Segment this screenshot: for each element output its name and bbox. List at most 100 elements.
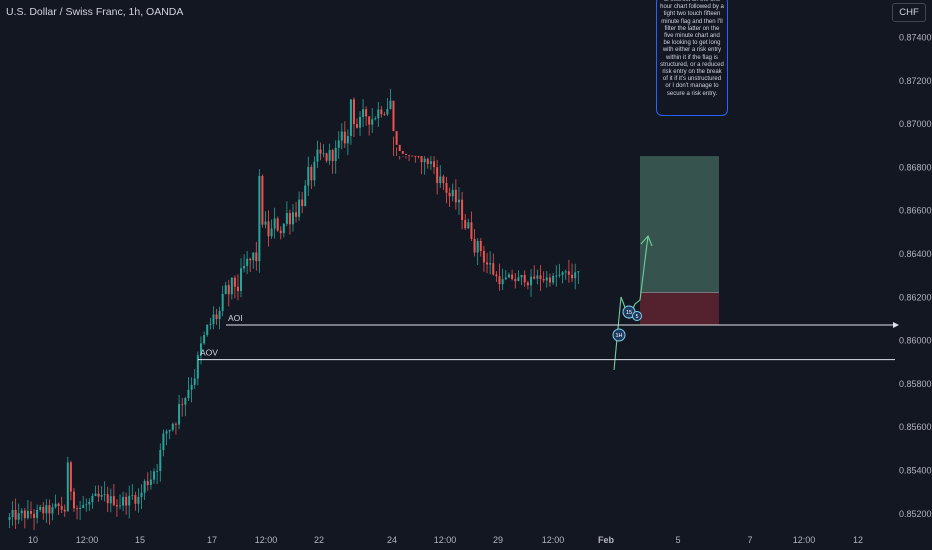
candle xyxy=(540,265,542,291)
candle xyxy=(359,111,361,136)
time-tick-label: 5 xyxy=(675,535,680,545)
time-tick-label: 7 xyxy=(747,535,752,545)
time-tick-label: 12:00 xyxy=(434,535,457,545)
candle xyxy=(246,251,248,274)
candle xyxy=(555,265,557,286)
candle xyxy=(162,429,164,456)
candle xyxy=(144,479,146,500)
candle xyxy=(209,318,211,330)
candle xyxy=(261,174,263,227)
candle xyxy=(449,188,451,207)
candle xyxy=(98,485,100,502)
candles-layer xyxy=(9,89,580,530)
candle xyxy=(73,488,75,512)
markers-layer: 1H 15 5 xyxy=(613,306,642,341)
candle xyxy=(134,492,136,511)
candle xyxy=(313,156,315,186)
candle xyxy=(546,271,548,288)
candle xyxy=(206,324,208,336)
candle xyxy=(159,443,161,481)
candle xyxy=(181,398,183,417)
candle xyxy=(225,282,227,295)
price-tick-label: 0.87400 xyxy=(899,33,932,43)
candle xyxy=(347,130,349,156)
candle xyxy=(104,481,106,501)
candle xyxy=(417,156,419,159)
price-tick-label: 0.86800 xyxy=(899,162,932,172)
candle xyxy=(467,219,469,229)
candle xyxy=(402,151,404,157)
candle xyxy=(264,211,266,228)
candle xyxy=(433,156,435,174)
candle xyxy=(156,464,158,484)
candle xyxy=(187,377,189,401)
candle xyxy=(271,219,273,238)
candle xyxy=(502,269,504,290)
candle xyxy=(219,307,221,329)
candle xyxy=(255,242,257,271)
candle xyxy=(107,487,109,512)
timeframe-marker[interactable]: 5 xyxy=(633,312,642,321)
price-tick-label: 0.86400 xyxy=(899,249,932,259)
candle xyxy=(527,281,529,290)
price-tick-label: 0.85200 xyxy=(899,509,932,519)
candle xyxy=(427,158,429,169)
candle xyxy=(21,508,23,521)
candle xyxy=(213,306,215,329)
price-tick-label: 0.86600 xyxy=(899,206,932,216)
candle xyxy=(421,156,423,174)
candle xyxy=(51,503,53,520)
candle xyxy=(222,286,224,316)
candle xyxy=(323,144,325,157)
candle xyxy=(514,273,516,288)
level-aov[interactable]: AOV xyxy=(198,348,895,360)
candle xyxy=(45,499,47,523)
level-aoi[interactable]: AOI xyxy=(226,313,895,325)
candle xyxy=(295,202,297,223)
position-layer xyxy=(614,156,719,370)
candle xyxy=(283,223,285,237)
candle xyxy=(335,140,337,173)
profit-zone[interactable] xyxy=(640,156,719,292)
candle xyxy=(228,280,230,306)
candle xyxy=(33,509,35,530)
candle xyxy=(61,497,63,513)
time-axis: 10 12:00 15 17 12:00 22 24 12:00 29 12:00 Feb 5 7 12:… xyxy=(28,535,863,545)
note-callout[interactable]: of interest on the one hour chart follow… xyxy=(656,0,728,116)
time-tick-label: Feb xyxy=(598,535,615,545)
candle xyxy=(304,180,306,207)
candle xyxy=(356,118,358,128)
candle xyxy=(533,265,535,279)
candle xyxy=(455,179,457,209)
stop-zone[interactable] xyxy=(640,292,719,324)
price-tick-label: 0.86000 xyxy=(899,336,932,346)
candle xyxy=(446,177,448,203)
candle xyxy=(18,504,20,524)
candle xyxy=(110,489,112,512)
candle xyxy=(414,156,416,163)
candle xyxy=(94,486,96,496)
candle xyxy=(470,211,472,241)
currency-badge[interactable]: CHF xyxy=(892,3,926,22)
candle xyxy=(568,260,570,283)
candle xyxy=(48,500,50,525)
candle xyxy=(408,155,410,161)
candle xyxy=(436,160,438,195)
candle xyxy=(495,271,497,282)
timeframe-marker[interactable]: 1H xyxy=(613,329,625,341)
candle xyxy=(101,486,103,500)
ray-end-icon xyxy=(893,322,899,328)
candle xyxy=(216,309,218,325)
time-tick-label: 17 xyxy=(207,535,217,545)
marker-label: 1H xyxy=(615,333,622,339)
candle xyxy=(341,123,343,149)
candle xyxy=(411,156,413,157)
candle xyxy=(307,157,309,196)
candle xyxy=(477,238,479,265)
level-label: AOI xyxy=(228,313,243,323)
candle xyxy=(344,121,346,148)
candle xyxy=(175,422,177,434)
candle xyxy=(486,253,488,273)
price-tick-label: 0.86200 xyxy=(899,292,932,302)
